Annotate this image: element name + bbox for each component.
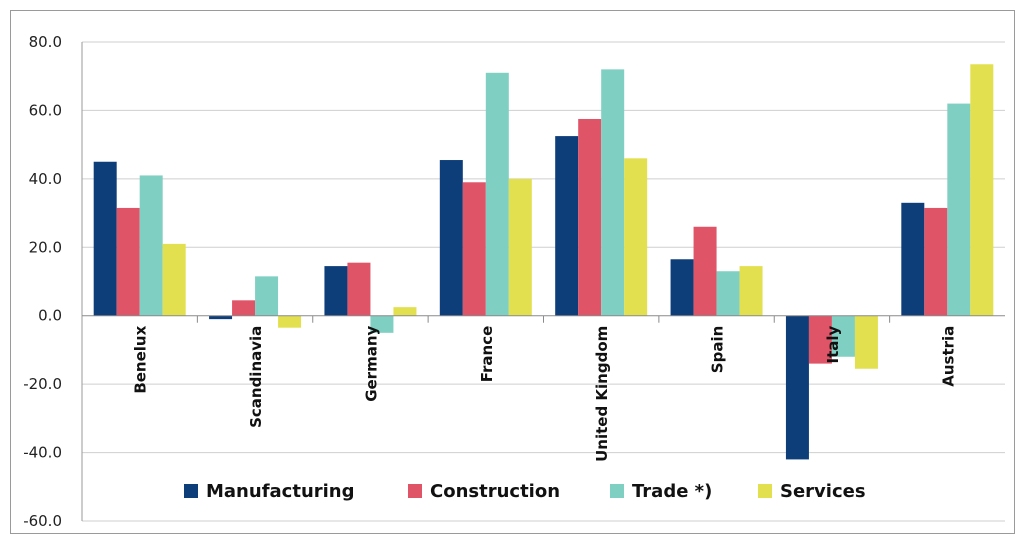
bar-trade-germany <box>370 315 394 333</box>
y-axis-ticks: 80.0 60.0 40.0 20.0 0.0 -20.0 -40.0 -60.0 <box>23 33 62 530</box>
legend: Manufacturing Construction Trade *) Service… <box>184 481 866 502</box>
y-tick-label: -40.0 <box>23 444 62 462</box>
bar-construction-spain <box>693 226 717 316</box>
bar-trade-austria <box>947 103 971 316</box>
bar-manufacturing-spain <box>670 259 694 316</box>
legend-label-construction: Construction <box>430 481 560 502</box>
category-labels: Benelux Scandinavia Germany France United Ki… <box>132 325 958 461</box>
bar-services-austria <box>970 64 994 316</box>
bar-construction-austria <box>924 207 948 316</box>
category-label-austria: Austria <box>939 326 957 387</box>
category-label-benelux: Benelux <box>132 325 150 393</box>
category-label-spain: Spain <box>709 326 727 373</box>
bar-services-united-kingdom <box>624 158 648 316</box>
y-tick-label: 20.0 <box>29 238 62 256</box>
category-label-scandinavia: Scandinavia <box>247 326 265 428</box>
y-tick-label: 80.0 <box>29 33 62 51</box>
bar-trade-spain <box>716 271 740 316</box>
axes <box>81 42 1005 521</box>
bar-services-france <box>508 178 532 316</box>
gridlines <box>82 41 1005 522</box>
legend-label-services: Services <box>780 481 866 502</box>
y-tick-label: 0.0 <box>38 307 62 325</box>
bar-services-benelux <box>162 243 186 316</box>
legend-swatch-manufacturing <box>184 484 198 498</box>
bar-manufacturing-germany <box>324 266 348 316</box>
bar-manufacturing-united-kingdom <box>555 136 579 316</box>
bar-services-scandinavia <box>278 315 302 328</box>
bar-manufacturing-benelux <box>93 161 117 316</box>
bar-manufacturing-austria <box>901 202 925 316</box>
bar-trade-france <box>485 72 509 316</box>
legend-swatch-trade <box>610 484 624 498</box>
bars <box>93 64 994 460</box>
legend-swatch-construction <box>408 484 422 498</box>
legend-label-trade: Trade *) <box>632 481 712 502</box>
bar-trade-italy <box>831 315 855 357</box>
bar-construction-scandinavia <box>232 300 256 316</box>
bar-manufacturing-france <box>439 160 463 316</box>
bar-services-italy <box>854 315 878 369</box>
y-tick-label: -60.0 <box>23 512 62 530</box>
y-tick-label: -20.0 <box>23 375 62 393</box>
legend-label-manufacturing: Manufacturing <box>206 481 355 502</box>
bar-construction-italy <box>808 315 832 364</box>
y-tick-label: 40.0 <box>29 170 62 188</box>
category-label-france: France <box>478 326 496 383</box>
category-label-united-kingdom: United Kingdom <box>593 326 611 462</box>
bar-manufacturing-scandinavia <box>209 315 233 320</box>
category-label-germany: Germany <box>362 325 380 401</box>
bar-trade-scandinavia <box>255 276 279 316</box>
bar-construction-united-kingdom <box>578 118 602 316</box>
legend-swatch-services <box>758 484 772 498</box>
bar-services-spain <box>739 266 763 316</box>
bar-trade-united-kingdom <box>601 69 625 316</box>
category-label-italy: Italy <box>824 325 842 363</box>
y-tick-label: 60.0 <box>29 101 62 119</box>
bar-trade-benelux <box>139 175 163 316</box>
bar-construction-benelux <box>116 207 140 316</box>
bar-manufacturing-italy <box>785 315 809 460</box>
bar-construction-france <box>462 182 486 316</box>
bar-services-germany <box>393 307 417 316</box>
bar-construction-germany <box>347 262 371 316</box>
